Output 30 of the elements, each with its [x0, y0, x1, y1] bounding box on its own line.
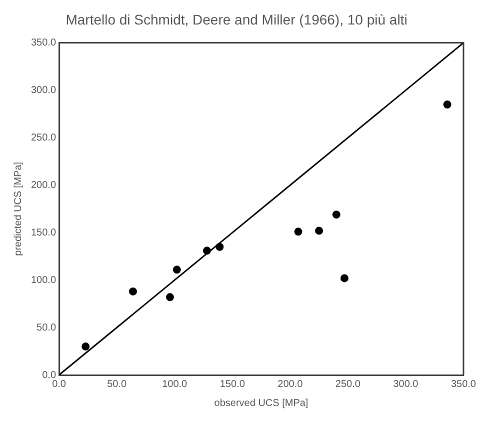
- x-tick-label: 100.0: [162, 378, 188, 390]
- y-tick-label: 50.0: [36, 322, 56, 334]
- y-tick-label: 100.0: [30, 274, 56, 286]
- point: [202, 246, 211, 255]
- point: [128, 287, 137, 296]
- x-axis-title: observed UCS [MPa]: [214, 398, 308, 409]
- y-tick-label: 250.0: [30, 132, 56, 144]
- point: [443, 100, 452, 108]
- x-tick-label: 0.0: [52, 378, 66, 390]
- y-tick-label: 350.0: [30, 38, 56, 49]
- point: [340, 274, 348, 282]
- point: [166, 293, 174, 302]
- point: [332, 210, 340, 219]
- point: [294, 228, 302, 236]
- y-tick-label: 150.0: [30, 227, 56, 238]
- y-tick-label: 0.0: [42, 370, 56, 381]
- y-tick-label: 200.0: [30, 180, 56, 191]
- x-tick-label: 200.0: [278, 378, 304, 390]
- x-tick-label: 300.0: [393, 378, 419, 390]
- chart-title: Martello di Schmidt, Deere and Miller (1966), 10 più alti: [66, 11, 408, 28]
- point: [172, 266, 181, 274]
- point: [315, 226, 324, 235]
- y-tick-label: 300.0: [30, 85, 56, 96]
- point: [82, 342, 90, 351]
- x-tick-label: 350.0: [450, 378, 476, 390]
- x-tick-label: 250.0: [335, 378, 361, 390]
- x-tick-label: 150.0: [220, 378, 246, 390]
- point: [216, 242, 224, 251]
- y-axis-title: predicted UCS [MPa]: [12, 162, 24, 256]
- x-tick-label: 50.0: [107, 378, 127, 390]
